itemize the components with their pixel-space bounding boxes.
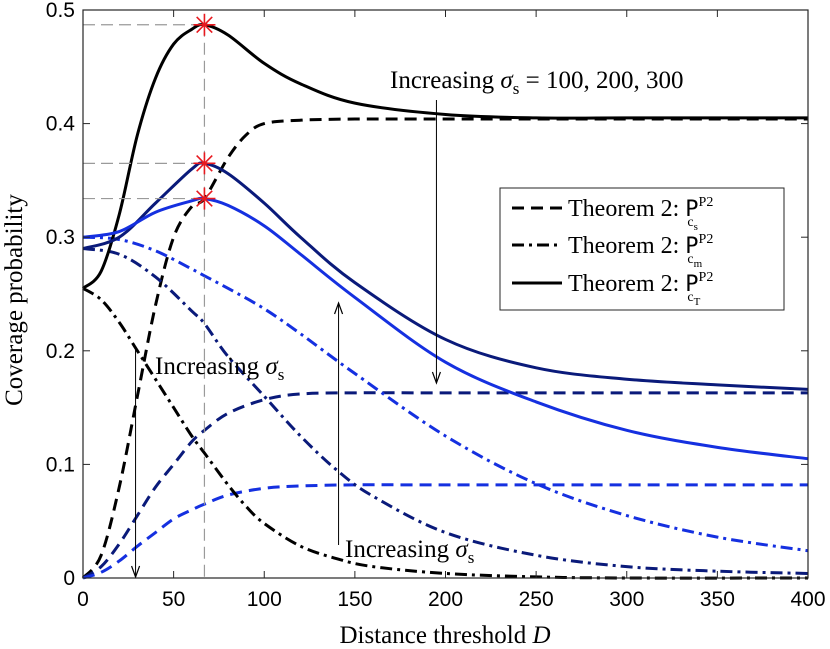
axis-ticks: 0 50 100 150 200 250 300 350 400 0 0.1 0.2 0.3 0.4 0.5: [46, 0, 826, 611]
arrow-center-up: [333, 301, 344, 545]
x-tick-label: 0: [77, 588, 89, 611]
arrow-top-down: [431, 100, 442, 385]
series-line-cm-3: [82, 287, 809, 580]
x-tick-label: 150: [337, 588, 372, 611]
arrow-head: [431, 371, 442, 385]
legend-entry-cm: Theorem 2: PP2 cm: [512, 232, 713, 270]
y-axis-label: Coverage probability: [1, 194, 28, 406]
series-line-cs-0: [81, 117, 808, 580]
legend-label-ct: Theorem 2: PP2 cT: [568, 270, 713, 308]
optimum-star-marker: [193, 187, 216, 210]
series-line-cm-4: [82, 247, 809, 575]
annotation-arrows: [130, 100, 442, 579]
arrow-head: [333, 301, 344, 315]
annotation-bottom: Increasing σs: [345, 536, 474, 567]
y-tick-label: 0.5: [46, 0, 75, 22]
y-tick-label: 0.2: [46, 340, 75, 363]
star-ray: [196, 190, 213, 207]
optimum-star-marker: [193, 152, 216, 175]
y-tick-label: 0.3: [46, 226, 75, 249]
x-axis-label: Distance threshold D: [339, 622, 550, 649]
legend-label-cm: Theorem 2: PP2 cm: [568, 232, 713, 270]
annotation-middle: Increasing σs: [155, 353, 284, 384]
series-line-cs-2: [82, 483, 808, 580]
arrow-head: [130, 565, 141, 579]
legend: Theorem 2: PP2 cs Theorem 2: PP2 cm Theore…: [499, 187, 785, 311]
series-line-cs-1: [82, 391, 808, 580]
guide-lines: [83, 24, 206, 578]
y-tick-label: 0: [63, 567, 75, 590]
series-line-cm-5: [82, 235, 809, 553]
arrow-left-down: [130, 350, 141, 579]
star-ray: [196, 16, 213, 34]
x-tick-label: 100: [247, 588, 282, 611]
star-ray: [196, 155, 213, 172]
legend-entry-ct: Theorem 2: PP2 cT: [512, 270, 713, 308]
series-line-cT-7: [82, 161, 809, 391]
x-tick-label: 300: [609, 588, 644, 611]
x-tick-label: 250: [519, 588, 554, 611]
annotation-top: Increasing σs = 100, 200, 300: [390, 67, 683, 98]
y-tick-label: 0.4: [46, 113, 76, 136]
legend-label-cs: Theorem 2: PP2 cs: [568, 195, 713, 233]
x-tick-label: 350: [700, 588, 735, 611]
legend-entry-cs: Theorem 2: PP2 cs: [512, 195, 713, 233]
optimum-markers: [193, 13, 216, 210]
legend-box: [499, 187, 785, 311]
series-line-cT-8: [82, 196, 809, 461]
x-tick-label: 200: [428, 588, 463, 611]
y-tick-label: 0.1: [46, 453, 75, 476]
optimum-star-marker: [193, 13, 216, 36]
x-tick-label: 50: [162, 588, 185, 611]
x-tick-label: 400: [790, 588, 825, 611]
